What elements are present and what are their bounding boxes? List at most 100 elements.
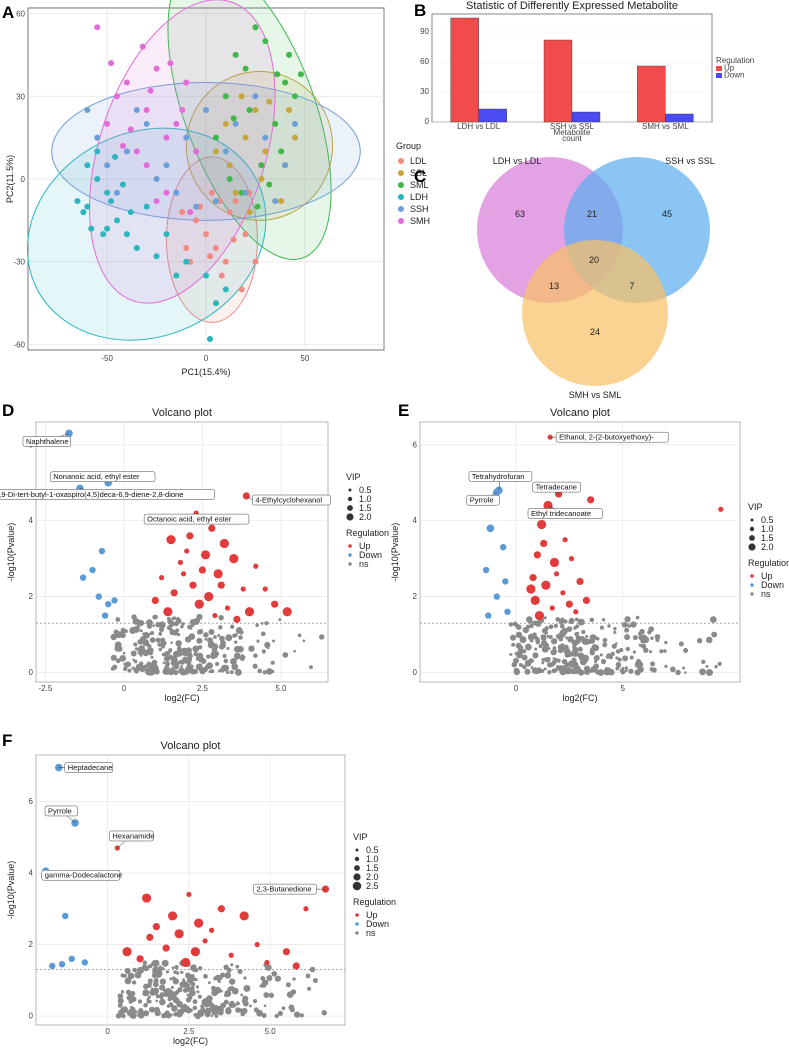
volE-point-up (534, 610, 545, 621)
volE-point-ns (532, 652, 539, 659)
volF-point-ns (262, 979, 269, 986)
volF-point-ns (185, 972, 192, 979)
volE-point-up (718, 506, 724, 512)
volD-point-ns (150, 655, 154, 659)
volE-point-ns (670, 666, 676, 673)
volE-point-ns (571, 657, 577, 663)
volF-point-up (202, 938, 208, 944)
pca-ytick: -30 (13, 258, 25, 267)
pca-point-sml (272, 120, 279, 127)
volD-point-ns (262, 670, 267, 675)
volD-point-ns (176, 645, 182, 651)
pca-point-ldh (94, 176, 101, 182)
volF-point-ns (124, 967, 131, 974)
volE-point-ns (577, 618, 585, 626)
volE-point-ns (543, 648, 547, 652)
volE-point-ns (629, 655, 634, 660)
volF-point-ns (292, 977, 296, 981)
pca-point-ldl (230, 236, 237, 243)
pca-xtick: 50 (300, 354, 309, 363)
pca-point-ldl (212, 244, 219, 251)
volE-point-ns (558, 618, 565, 625)
volF-point-ns (126, 1010, 132, 1016)
pca-point-ssh (143, 120, 150, 127)
pca-point-ldh (84, 162, 91, 169)
volF-point-ns (169, 991, 175, 997)
volF-point-ns (196, 990, 200, 994)
volF-point-ns (264, 964, 272, 971)
volD-point-up (200, 550, 211, 560)
volF-legend-vip-dot (353, 873, 361, 881)
volD-label-text: 7,9-Di-tert-butyl-1-oxaspiro(4,5)deca-6,… (0, 490, 183, 499)
volD-point-ns (168, 654, 174, 660)
volD-point-up (198, 566, 207, 574)
pca-point-ldh (143, 203, 150, 210)
pca-point-smh (104, 120, 111, 127)
volF-point-ns (185, 986, 191, 992)
volD-point-ns (204, 637, 208, 641)
volF-point-ns (147, 978, 153, 984)
volF-point-ns (321, 1010, 327, 1016)
volF-point-up (186, 891, 192, 898)
volE-point-up (576, 577, 584, 586)
pca-point-ssh (262, 134, 269, 141)
volF-point-ns (161, 967, 165, 971)
volE-point-ns (509, 652, 513, 657)
volE-point-up (582, 596, 591, 604)
volF-ytick: 2 (29, 940, 34, 949)
volD-point-ns (256, 639, 260, 643)
volF-point-ns (146, 982, 152, 989)
pca-point-ssl (242, 134, 249, 141)
volF-point-ns (168, 1002, 174, 1008)
volF-point-up (264, 959, 270, 966)
volF-point-up (303, 906, 309, 912)
volD-point-ns (219, 644, 225, 650)
volE-point-down (504, 608, 511, 615)
volE-point-ns (511, 661, 518, 668)
volE-xtick: 5 (620, 684, 625, 693)
volF-point-ns (240, 993, 244, 997)
volE-xlabel: log2(FC) (562, 693, 597, 703)
volD-legend-vip-dot (348, 488, 352, 492)
volE-legend-vip-title: VIP (748, 502, 763, 512)
bar-legend-label: Up (724, 64, 735, 73)
bar-chart: Statistic of Differently Expressed Metab… (420, 0, 754, 143)
volD-point-ns (127, 668, 132, 673)
volF-point-down (49, 962, 56, 970)
volD-point-ns (125, 661, 132, 668)
volF-legend-vip-label: 0.5 (366, 845, 379, 855)
volF-point-ns (137, 999, 143, 1004)
pca-xlabel: PC1(15.4%) (181, 367, 230, 377)
volE-point-ns (552, 646, 557, 651)
volF-point-up (174, 929, 184, 939)
pca-point-ssl (226, 162, 233, 169)
volE-point-ns (627, 624, 631, 628)
volF-point-ns (190, 981, 196, 987)
volD-point-up (180, 571, 187, 577)
volF-point-ns (148, 963, 153, 969)
volD-point-ns (180, 624, 184, 629)
volE-point-ns (577, 669, 585, 676)
pca-point-ssl (238, 93, 245, 100)
volF-point-ns (190, 964, 197, 971)
volF-point-up (181, 957, 191, 968)
volF-point-ns (223, 964, 229, 970)
volF-point-ns (203, 973, 208, 979)
pca-legend-title: Group (396, 141, 421, 151)
volE-point-ns (701, 659, 706, 664)
volD-point-ns (133, 642, 138, 647)
pca-point-smh (127, 126, 134, 133)
volE-point-ns (628, 668, 634, 674)
pca-point-sml (262, 38, 269, 45)
volD-point-ns (264, 621, 269, 626)
venn-circle-2 (522, 240, 668, 386)
volF-point-ns (260, 975, 266, 981)
volD-point-ns (203, 632, 209, 638)
pca-point-ssl (232, 189, 239, 196)
volE-point-ns (615, 666, 620, 671)
volD-point-ns (147, 632, 151, 636)
volE-xtick: 0 (514, 684, 519, 693)
volD-point-ns (134, 670, 139, 674)
volF-point-ns (299, 1013, 305, 1018)
pca-point-smh (114, 93, 120, 100)
